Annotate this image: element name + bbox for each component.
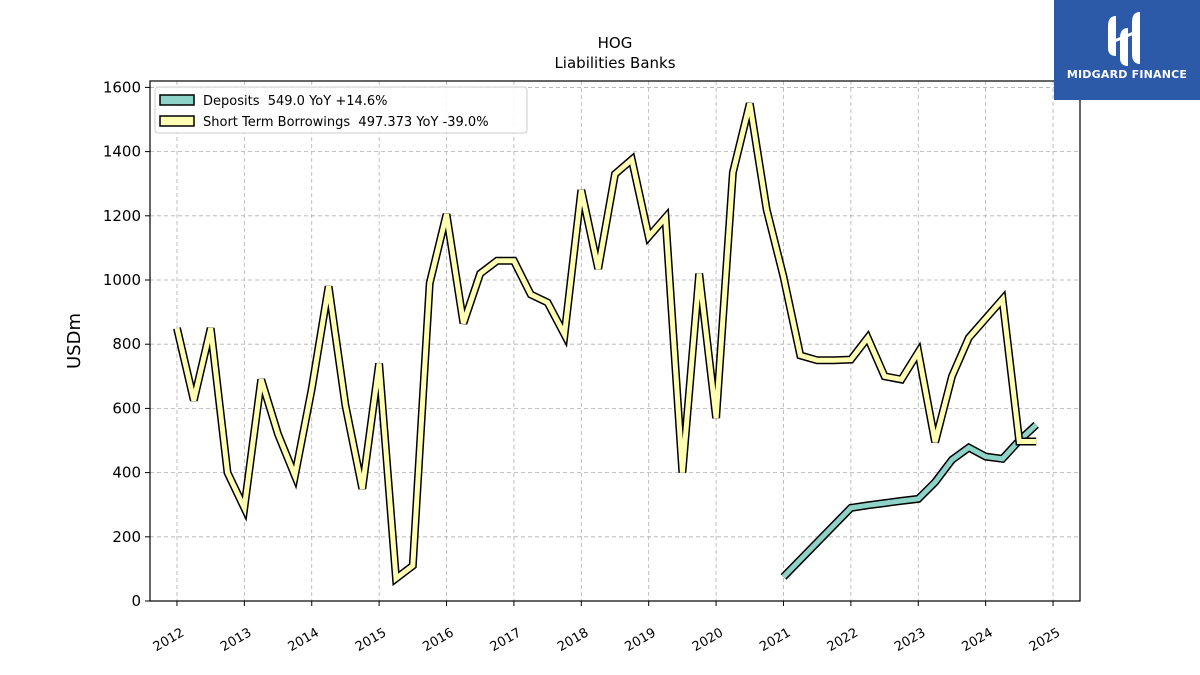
legend-label-0: Deposits 549.0 YoY +14.6% (203, 94, 388, 109)
y-tick-label: 1200 (103, 207, 141, 225)
y-tick-label: 1000 (103, 271, 141, 289)
y-tick-label: 1600 (103, 78, 141, 96)
chart-title: HOG (598, 34, 633, 52)
legend-swatch-1 (159, 115, 195, 127)
legend-label-1: Short Term Borrowings 497.373 YoY -39.0% (203, 115, 489, 130)
x-tick-label: 2014 (286, 625, 322, 655)
y-tick-label: 1400 (103, 143, 141, 161)
midgard-logo-icon (1108, 12, 1140, 66)
x-tick-label: 2021 (757, 625, 793, 655)
y-tick-label: 600 (112, 399, 141, 417)
x-tick-label: 2015 (353, 625, 389, 655)
x-tick-label: 2012 (151, 625, 187, 655)
x-tick-label: 2020 (690, 625, 726, 655)
x-tick-label: 2019 (623, 625, 659, 655)
series-0-line (781, 422, 1038, 579)
y-tick-label: 0 (131, 592, 141, 610)
x-tick-label: 2018 (555, 625, 591, 655)
chart-subtitle: Liabilities Banks (554, 54, 675, 72)
legend: Deposits 549.0 YoY +14.6% Short Term Borr… (154, 86, 528, 134)
x-tick-label: 2016 (420, 625, 456, 655)
series-1-line (174, 102, 1037, 584)
x-tick-label: 2017 (488, 625, 524, 655)
legend-box (154, 86, 528, 134)
x-tick-label: 2024 (959, 625, 995, 655)
y-axis-label: USDm (64, 313, 85, 369)
plot-frame (149, 80, 1081, 602)
legend-swatch-0 (159, 94, 195, 106)
x-tick-label: 2023 (892, 625, 928, 655)
y-tick-label: 800 (112, 335, 141, 353)
x-tick-label: 2013 (218, 625, 254, 655)
x-tick-label: 2022 (825, 625, 861, 655)
logo-text: MIDGARD FINANCE (1066, 68, 1188, 81)
brand-logo: MIDGARD FINANCE (1054, 0, 1200, 100)
y-tick-label: 400 (112, 464, 141, 482)
series-1-outline (173, 102, 1037, 587)
x-tick-label: 2025 (1027, 625, 1063, 655)
y-tick-label: 200 (112, 528, 141, 546)
